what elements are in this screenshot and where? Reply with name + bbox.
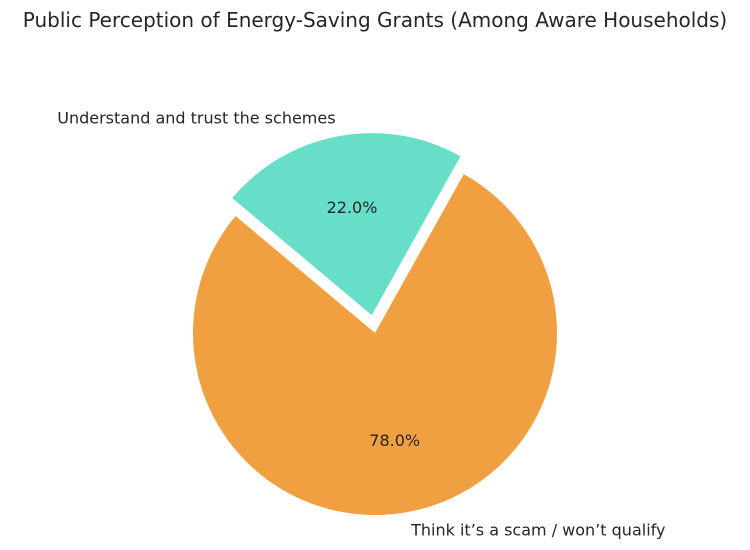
pie-slice-category-label-0: Understand and trust the schemes: [57, 109, 335, 128]
chart-title: Public Perception of Energy-Saving Grant…: [22, 8, 728, 32]
pie-slice-percent-label-1: 78.0%: [369, 431, 420, 450]
pie-slice-category-label-1: Think it’s a scam / won’t qualify: [410, 520, 665, 539]
pie-slices: [193, 133, 558, 516]
pie-slice-0: [232, 133, 461, 316]
pie-labels: 22.0% Understand and trust the schemes 78.…: [57, 109, 665, 540]
pie-slice-1: [193, 174, 558, 516]
pie-slice-percent-label-0: 22.0%: [327, 198, 378, 217]
